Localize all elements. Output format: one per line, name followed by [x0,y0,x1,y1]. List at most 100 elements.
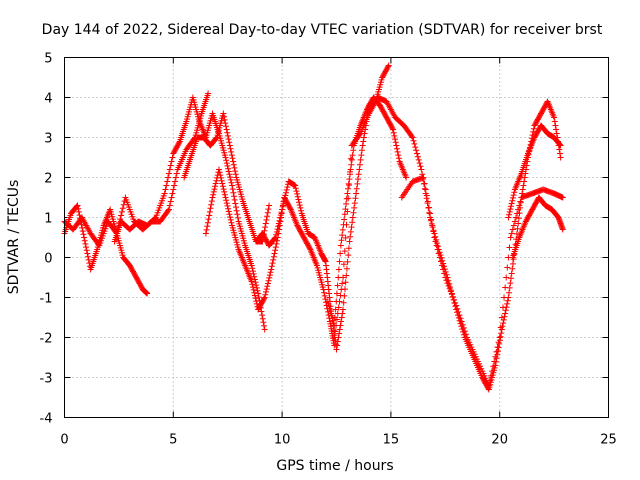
data-point [509,265,516,272]
data-point [231,196,238,203]
data-point [210,191,217,198]
data-point [215,166,222,173]
data-point [263,216,270,223]
data-point [272,247,279,254]
data-point [504,300,511,307]
data-point [341,248,348,255]
data-point [252,295,259,302]
data-point [515,215,522,222]
data-point [306,245,313,252]
data-point [253,284,260,291]
data-point [351,200,358,207]
data-point [356,131,363,138]
data-point [279,206,286,213]
data-point [452,299,459,306]
data-point [276,217,283,224]
data-point [506,208,513,215]
data-point [275,220,282,227]
data-point [506,244,513,251]
data-point [487,372,494,379]
data-point [448,291,455,298]
data-point [259,312,266,319]
data-point [336,258,343,265]
data-point [284,184,291,191]
data-point [85,253,92,260]
y-tick-label: 5 [44,52,52,67]
data-point [344,208,351,215]
data-point [264,213,271,220]
data-point [521,174,528,181]
data-point [502,310,509,317]
data-point [169,154,176,161]
data-point [394,148,401,155]
data-point [355,171,362,178]
data-point [224,202,231,209]
data-point [264,280,271,287]
data-point [556,146,563,153]
data-point [212,180,219,187]
data-point [170,186,177,193]
data-point [205,90,212,97]
data-point [206,208,213,215]
data-point [209,194,216,201]
data-point [224,162,231,169]
data-point [336,298,343,305]
data-point [343,272,350,279]
data-point [229,186,236,193]
data-point [207,205,214,212]
data-point [493,348,500,355]
data-point [348,161,355,168]
data-point [511,218,518,225]
data-point [271,235,278,242]
data-point [502,284,509,291]
data-point [248,262,255,269]
data-point [281,195,288,202]
data-point [433,242,440,249]
data-point [414,153,421,160]
data-point [352,195,359,202]
data-point [271,250,278,257]
data-point [443,277,450,284]
data-point [217,174,224,181]
data-point [348,156,355,163]
data-point [228,148,235,155]
data-points [61,62,566,393]
data-point [551,118,558,125]
data-point [251,289,258,296]
data-point [355,176,362,183]
data-point [259,315,266,322]
data-point [228,152,235,159]
data-point [250,270,257,277]
data-point [253,282,260,289]
data-point [389,125,396,132]
data-series [61,202,151,297]
data-point [281,198,288,205]
data-point [441,270,448,277]
data-point [263,286,270,293]
data-point [277,212,284,219]
data-point [254,287,261,294]
data-point [436,254,443,261]
data-point [218,177,225,184]
data-point [260,319,267,326]
data-point [298,207,305,214]
y-tick-label: -4 [40,412,53,427]
data-point [119,205,126,212]
data-point [437,258,444,265]
data-point [173,170,180,177]
data-point [171,182,178,189]
data-point [204,223,211,230]
data-point [503,274,510,281]
data-point [425,204,432,211]
data-point [485,382,492,389]
data-point [498,314,505,321]
data-point [75,205,82,212]
data-point [75,208,82,215]
data-point [430,228,437,235]
data-point [295,196,302,203]
data-point [485,385,492,392]
data-point [255,294,262,301]
data-point [349,152,356,159]
data-point [208,198,215,205]
data-point [292,182,299,189]
